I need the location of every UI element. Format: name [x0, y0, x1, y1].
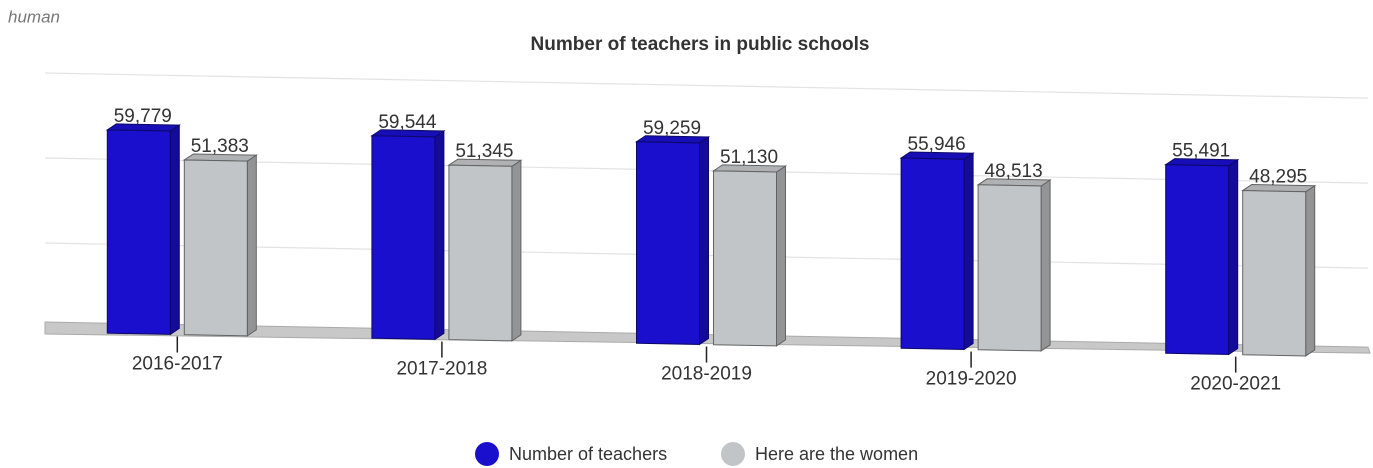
- bar-front: [977, 184, 1042, 352]
- bar: [711, 164, 788, 347]
- bar-front: [713, 170, 777, 347]
- bar: [447, 158, 523, 342]
- bar-front: [106, 129, 171, 335]
- x-tick-label: 2017-2018: [396, 359, 487, 380]
- bar-front: [183, 159, 248, 337]
- bar: [105, 123, 181, 336]
- bar-front: [371, 135, 436, 340]
- bar-side: [699, 136, 709, 346]
- bar-side: [776, 165, 786, 347]
- x-tick-label: 2019-2020: [926, 369, 1017, 390]
- bar-front: [636, 141, 700, 345]
- bar: [370, 129, 446, 341]
- legend: Number of teachers Here are the women: [475, 442, 918, 466]
- data-label: 59,544: [378, 112, 437, 133]
- bar-front: [1242, 190, 1307, 357]
- legend-swatch: [475, 442, 499, 466]
- chart-title: Number of teachers in public schools: [531, 34, 870, 55]
- data-label: 48,295: [1249, 167, 1307, 188]
- x-tick-label: 2016-2017: [132, 354, 223, 375]
- bar-side: [1305, 184, 1316, 357]
- bar: [1241, 184, 1317, 357]
- bar-side: [246, 154, 257, 337]
- bar-front: [448, 164, 513, 342]
- bar-front: [1165, 164, 1230, 355]
- bar: [182, 153, 258, 337]
- bar-side: [511, 159, 522, 342]
- data-label: 51,345: [455, 141, 513, 162]
- bar-side: [169, 124, 180, 336]
- data-label: 51,130: [720, 147, 778, 168]
- data-label: 48,513: [985, 161, 1043, 182]
- data-label: 55,491: [1172, 141, 1230, 162]
- bar-side: [434, 130, 445, 341]
- bar-side: [1228, 158, 1239, 356]
- bar: [899, 151, 975, 351]
- legend-label: Here are the women: [755, 444, 918, 464]
- data-label: 59,779: [114, 106, 172, 127]
- data-label: 59,259: [643, 118, 701, 139]
- bar-front: [900, 157, 965, 350]
- legend-label: Number of teachers: [509, 444, 667, 464]
- bar-side: [1040, 179, 1051, 352]
- source-label: human: [8, 7, 60, 26]
- bar: [976, 178, 1052, 352]
- bar: [634, 135, 711, 346]
- bars: 59,779 51,383 59,544 51,345 59,259 51,130 55,9…: [105, 106, 1317, 357]
- bar: [1164, 158, 1240, 356]
- data-label: 51,383: [191, 136, 249, 157]
- x-tick-label: 2020-2021: [1190, 374, 1281, 395]
- bar-side: [963, 152, 974, 351]
- x-tick-label: 2018-2019: [661, 364, 752, 385]
- data-label: 55,946: [908, 134, 966, 155]
- grid-line: [44, 72, 1369, 99]
- legend-swatch: [721, 442, 745, 466]
